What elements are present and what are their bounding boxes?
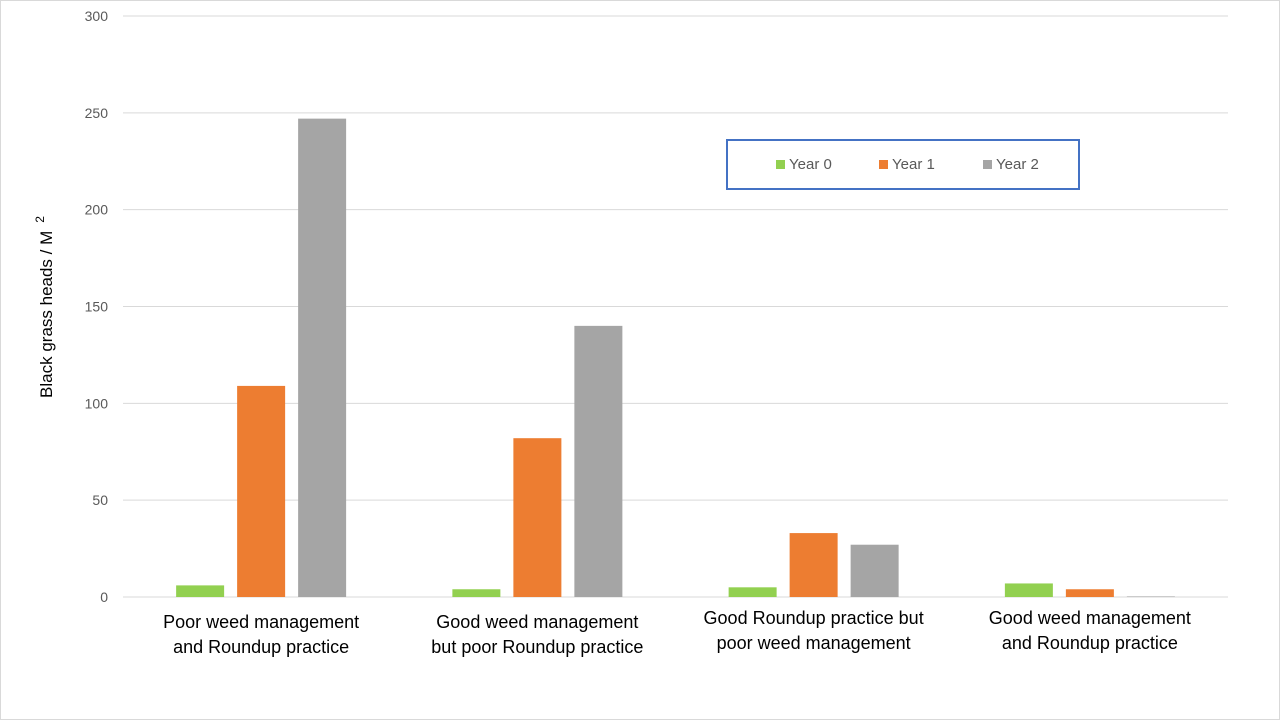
bar-year-1 (513, 438, 562, 597)
x-category-label: and Roundup practice (173, 637, 349, 657)
bar-year-1 (237, 385, 286, 597)
x-category-label: but poor Roundup practice (431, 637, 643, 657)
x-category-label: poor weed management (717, 633, 911, 653)
bar-year-2 (850, 544, 899, 597)
y-tick-label: 150 (85, 299, 109, 315)
legend-swatch (983, 160, 992, 169)
bar-year-1 (789, 533, 838, 597)
bar-year-0 (176, 585, 225, 597)
y-axis-title: Black grass heads / M2 (33, 216, 56, 398)
x-category-label: and Roundup practice (1002, 633, 1178, 653)
y-axis-label: Black grass heads / M2 (33, 216, 56, 398)
y-axis-ticks: 0 50 100 150 200 250 300 (85, 8, 109, 605)
y-tick-label: 100 (85, 395, 109, 411)
bar-year-2 (1126, 596, 1175, 598)
x-category-label: Good weed management (989, 608, 1191, 628)
bar-year-2 (574, 325, 623, 597)
legend-label: Year 0 (789, 156, 832, 173)
legend-label: Year 1 (892, 156, 935, 173)
legend-label: Year 2 (996, 156, 1039, 173)
y-tick-label: 250 (85, 105, 109, 121)
y-tick-label: 0 (100, 589, 108, 605)
x-category-label: Poor weed management (163, 612, 359, 632)
legend-swatch (776, 160, 785, 169)
y-tick-label: 50 (92, 492, 108, 508)
x-category-label: Good weed management (436, 612, 638, 632)
gridlines (123, 15, 1228, 598)
bar-year-0 (728, 587, 777, 597)
x-axis-labels: Poor weed management and Roundup practice… (163, 608, 1191, 657)
legend: Year 0 Year 1 Year 2 (726, 139, 1080, 190)
legend-swatch (879, 160, 888, 169)
bar-year-2 (298, 118, 347, 597)
bar-year-1 (1065, 589, 1114, 597)
x-category-label: Good Roundup practice but (704, 608, 924, 628)
legend-box (726, 139, 1080, 190)
y-tick-label: 300 (85, 8, 109, 24)
y-tick-label: 200 (85, 202, 109, 218)
bars (176, 118, 1175, 598)
bar-year-0 (452, 589, 501, 597)
bar-year-0 (1004, 583, 1053, 597)
